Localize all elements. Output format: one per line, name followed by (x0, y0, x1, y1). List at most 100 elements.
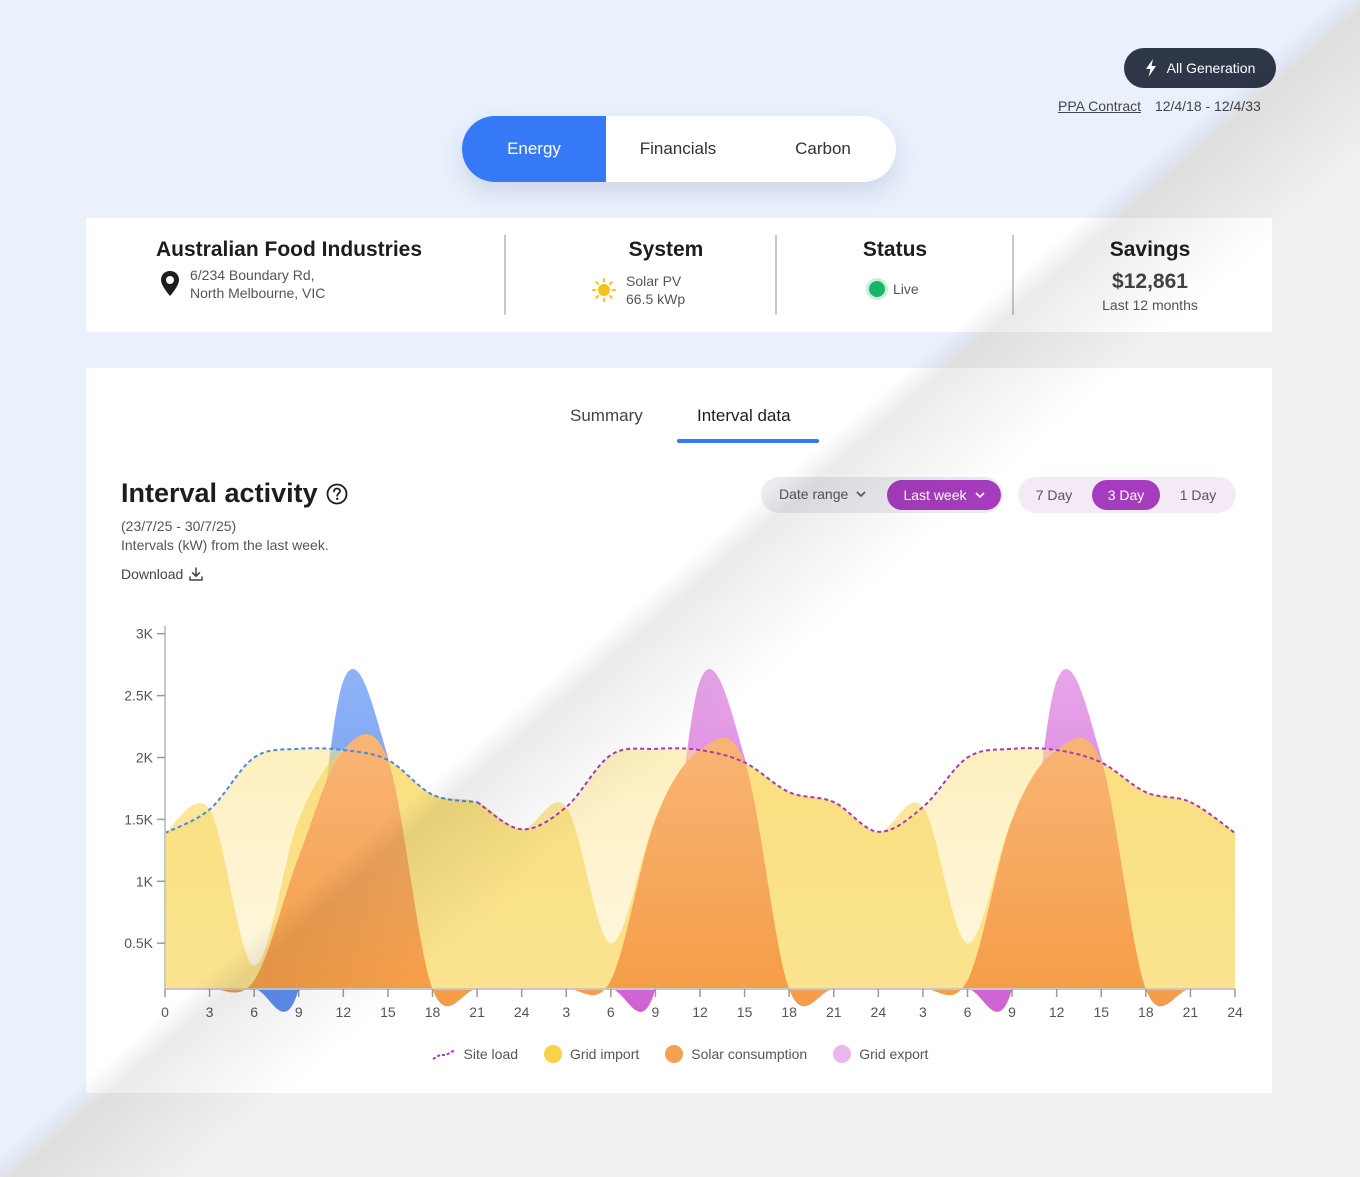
interval-title: Interval activity (121, 478, 348, 509)
x-tick-label: 15 (1093, 1004, 1109, 1020)
legend-site-load: Site load (432, 1045, 518, 1063)
download-icon (189, 567, 204, 581)
status-column: Status (840, 238, 950, 352)
tab-summary[interactable]: Summary (570, 406, 643, 425)
x-tick-label: 6 (250, 1004, 258, 1020)
tab-energy[interactable]: Energy (462, 116, 606, 182)
y-tick-label: 2K (136, 750, 154, 766)
y-tick-label: 1K (136, 873, 154, 889)
status-detail: Live (869, 280, 919, 298)
x-tick-label: 15 (737, 1004, 753, 1020)
savings-column: Savings $12,861 Last 12 months (1076, 238, 1224, 352)
x-tick-label: 24 (514, 1004, 530, 1020)
main-tab-bar: Energy Financials Carbon (462, 116, 896, 182)
ppa-contract-dates: 12/4/18 - 12/4/33 (1154, 98, 1261, 114)
active-tab-underline (677, 439, 819, 443)
company-column: Australian Food Industries 6/234 Boundar… (156, 238, 422, 352)
x-tick-label: 15 (380, 1004, 396, 1020)
y-tick-label: 2.5K (124, 688, 153, 704)
x-tick-label: 21 (1183, 1004, 1199, 1020)
chevron-down-icon (856, 491, 866, 497)
date-range-selector: Date range Last week (761, 477, 1003, 513)
chart-legend: Site load Grid import Solar consumption … (0, 1045, 1360, 1063)
x-tick-label: 6 (607, 1004, 615, 1020)
address-line-2: North Melbourne, VIC (190, 285, 326, 301)
interval-description: Intervals (kW) from the last week. (121, 537, 329, 553)
savings-period: Last 12 months (1102, 297, 1198, 313)
y-tick-label: 3K (136, 626, 154, 642)
chart-axes: 0.5K 1K 1.5K 2K 2.5K 3K 0 3 6 9 12 15 18 21 24 3 6 9 12 15 1… (124, 626, 1243, 1020)
tab-financials[interactable]: Financials (639, 139, 717, 158)
legend-label: Grid import (570, 1046, 640, 1062)
interval-date-range: (23/7/25 - 30/7/25) (121, 518, 237, 534)
x-tick-label: 21 (826, 1004, 842, 1020)
solar-consumption-swatch (665, 1045, 684, 1063)
site-info-card: Australian Food Industries 6/234 Boundar… (86, 218, 1272, 332)
x-tick-label: 6 (964, 1004, 972, 1020)
x-tick-label: 24 (871, 1004, 887, 1020)
grid-export-swatch (833, 1045, 852, 1063)
y-tick-label: 0.5K (124, 935, 153, 951)
x-tick-label: 18 (781, 1004, 797, 1020)
x-tick-label: 3 (562, 1004, 570, 1020)
x-tick-label: 12 (1049, 1004, 1065, 1020)
lightning-icon (1145, 59, 1156, 77)
status-value: Live (893, 281, 919, 297)
site-load-line-day1 (164, 747, 478, 834)
x-tick-label: 0 (161, 1004, 169, 1020)
chevron-down-icon (974, 492, 985, 498)
help-icon[interactable] (326, 483, 348, 505)
savings-value: $12,861 (1112, 270, 1188, 293)
divider (504, 235, 506, 315)
system-title: System (628, 238, 704, 261)
day-selector: 7 Day 3 Day 1 Day (1018, 477, 1236, 513)
status-live-indicator (869, 281, 885, 297)
location-pin-icon (161, 271, 179, 296)
x-tick-label: 3 (206, 1004, 214, 1020)
x-tick-label: 9 (652, 1004, 660, 1020)
legend-grid-import: Grid import (544, 1045, 639, 1063)
x-tick-label: 24 (1227, 1004, 1243, 1020)
divider (775, 235, 777, 315)
ppa-contract: PPA Contract 12/4/18 - 12/4/33 (1058, 98, 1261, 114)
date-range-dropdown[interactable]: Date range (779, 486, 866, 502)
download-button[interactable]: Download (121, 566, 204, 582)
x-tick-label: 18 (1138, 1004, 1154, 1020)
savings-title: Savings (1109, 238, 1191, 261)
dashed-line-icon (432, 1049, 456, 1060)
address-line-1: 6/234 Boundary Rd, (190, 267, 315, 283)
site-load-line (476, 747, 1236, 834)
chart-areas (164, 668, 1236, 1012)
x-tick-label: 9 (295, 1004, 303, 1020)
company-name: Australian Food Industries (156, 238, 423, 261)
solar-consumption-area (165, 734, 1235, 1006)
sun-icon (592, 278, 616, 302)
y-tick-label: 1.5K (124, 811, 153, 827)
day-option-3[interactable]: 3 Day (1092, 480, 1160, 510)
system-column: System (592, 238, 740, 352)
date-range-label: Date range (779, 486, 849, 502)
x-tick-label: 12 (692, 1004, 708, 1020)
x-tick-label: 9 (1008, 1004, 1016, 1020)
legend-label: Grid export (859, 1046, 929, 1062)
all-generation-button[interactable]: All Generation (1124, 48, 1276, 88)
day-option-1[interactable]: 1 Day (1179, 487, 1217, 503)
legend-grid-export: Grid export (833, 1045, 928, 1063)
legend-label: Site load (463, 1046, 519, 1062)
x-tick-label: 12 (336, 1004, 352, 1020)
last-week-dropdown[interactable]: Last week (887, 480, 1001, 510)
grid-import-swatch (544, 1045, 563, 1063)
legend-solar-consumption: Solar consumption (665, 1045, 807, 1063)
legend-label: Solar consumption (691, 1046, 808, 1062)
system-capacity: 66.5 kWp (626, 291, 686, 307)
x-tick-label: 3 (919, 1004, 927, 1020)
last-week-label: Last week (903, 487, 967, 503)
tab-carbon[interactable]: Carbon (795, 139, 851, 158)
tab-interval-data[interactable]: Interval data (697, 406, 791, 425)
system-type: Solar PV (626, 273, 682, 289)
download-label: Download (121, 566, 184, 582)
day-option-7[interactable]: 7 Day (1035, 487, 1073, 503)
x-tick-label: 18 (425, 1004, 441, 1020)
interval-chart: 0.5K 1K 1.5K 2K 2.5K 3K 0 3 6 9 12 15 18 21 24 3 6 9 12 15 1… (124, 626, 1243, 1020)
ppa-contract-link[interactable]: PPA Contract (1058, 98, 1142, 114)
